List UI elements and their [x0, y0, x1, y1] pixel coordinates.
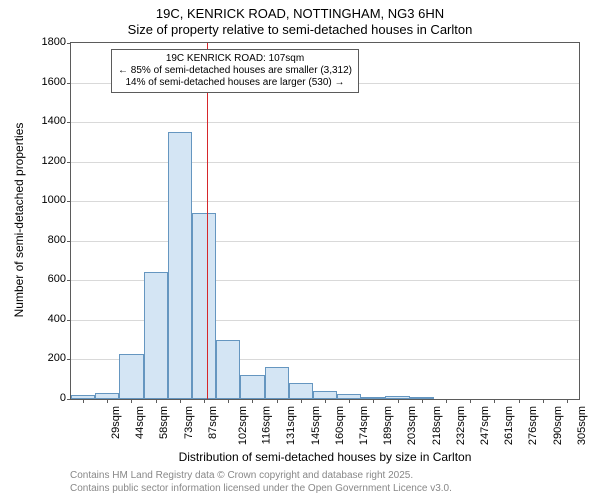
- y-tick-mark: [67, 162, 71, 163]
- x-tick-label: 44sqm: [134, 406, 146, 439]
- y-tick-mark: [67, 83, 71, 84]
- x-tick-mark: [204, 399, 205, 403]
- y-tick-mark: [67, 320, 71, 321]
- x-tick-mark: [325, 399, 326, 403]
- plot-area: 19C KENRICK ROAD: 107sqm ← 85% of semi-d…: [70, 42, 580, 400]
- x-tick-mark: [519, 399, 520, 403]
- chart-title-line2: Size of property relative to semi-detach…: [0, 22, 600, 37]
- y-tick-mark: [67, 241, 71, 242]
- histogram-bar: [216, 340, 240, 399]
- footer-line2: Contains public sector information licen…: [70, 483, 452, 494]
- x-tick-label: 58sqm: [159, 406, 171, 439]
- reference-line: [207, 43, 208, 399]
- x-tick-mark: [252, 399, 253, 403]
- x-tick-mark: [470, 399, 471, 403]
- histogram-bar: [119, 354, 143, 399]
- y-tick-label: 800: [16, 234, 66, 246]
- y-tick-mark: [67, 43, 71, 44]
- y-tick-mark: [67, 280, 71, 281]
- x-tick-label: 203sqm: [407, 406, 419, 445]
- x-tick-mark: [543, 399, 544, 403]
- x-tick-label: 276sqm: [527, 406, 539, 445]
- annotation-line2: ← 85% of semi-detached houses are smalle…: [118, 65, 352, 77]
- chart-title-line1: 19C, KENRICK ROAD, NOTTINGHAM, NG3 6HN: [0, 6, 600, 21]
- annotation-box: 19C KENRICK ROAD: 107sqm ← 85% of semi-d…: [111, 49, 359, 93]
- x-tick-mark: [277, 399, 278, 403]
- x-tick-mark: [422, 399, 423, 403]
- x-tick-label: 102sqm: [237, 406, 249, 445]
- x-tick-mark: [107, 399, 108, 403]
- histogram-bar: [144, 272, 168, 399]
- y-tick-mark: [67, 359, 71, 360]
- gridline: [71, 241, 579, 242]
- gridline: [71, 201, 579, 202]
- chart-container: 19C, KENRICK ROAD, NOTTINGHAM, NG3 6HN S…: [0, 0, 600, 500]
- x-axis-title: Distribution of semi-detached houses by …: [70, 450, 580, 464]
- x-tick-label: 73sqm: [183, 406, 195, 439]
- x-tick-label: 131sqm: [286, 406, 298, 445]
- y-tick-label: 1400: [16, 115, 66, 127]
- x-tick-label: 116sqm: [261, 406, 273, 444]
- histogram-bar: [265, 367, 289, 399]
- y-tick-label: 0: [16, 392, 66, 404]
- histogram-bar: [313, 391, 337, 399]
- y-tick-mark: [67, 122, 71, 123]
- x-tick-mark: [349, 399, 350, 403]
- y-tick-label: 1200: [16, 155, 66, 167]
- x-tick-label: 290sqm: [552, 406, 564, 445]
- y-tick-label: 200: [16, 352, 66, 364]
- x-tick-label: 247sqm: [479, 406, 491, 445]
- x-tick-mark: [494, 399, 495, 403]
- x-tick-label: 189sqm: [382, 406, 394, 445]
- x-tick-mark: [446, 399, 447, 403]
- x-tick-mark: [567, 399, 568, 403]
- gridline: [71, 162, 579, 163]
- x-tick-label: 29sqm: [110, 406, 122, 439]
- x-tick-mark: [301, 399, 302, 403]
- y-tick-label: 400: [16, 313, 66, 325]
- x-tick-label: 261sqm: [503, 406, 515, 445]
- x-tick-label: 87sqm: [207, 406, 219, 439]
- x-tick-mark: [398, 399, 399, 403]
- x-tick-mark: [83, 399, 84, 403]
- annotation-line3: 14% of semi-detached houses are larger (…: [118, 77, 352, 89]
- x-tick-label: 218sqm: [431, 406, 443, 445]
- x-tick-label: 174sqm: [358, 406, 370, 445]
- x-tick-mark: [373, 399, 374, 403]
- x-tick-label: 160sqm: [334, 406, 346, 445]
- x-tick-label: 145sqm: [310, 406, 322, 445]
- histogram-bar: [289, 383, 313, 399]
- y-tick-label: 600: [16, 273, 66, 285]
- histogram-bar: [240, 375, 264, 399]
- y-tick-label: 1600: [16, 76, 66, 88]
- x-tick-mark: [228, 399, 229, 403]
- x-tick-mark: [156, 399, 157, 403]
- y-tick-label: 1800: [16, 36, 66, 48]
- y-tick-label: 1000: [16, 194, 66, 206]
- histogram-bar: [168, 132, 192, 399]
- x-tick-label: 305sqm: [576, 406, 588, 445]
- y-tick-mark: [67, 201, 71, 202]
- annotation-line1: 19C KENRICK ROAD: 107sqm: [118, 53, 352, 65]
- x-tick-label: 232sqm: [455, 406, 467, 445]
- y-tick-mark: [67, 399, 71, 400]
- x-tick-mark: [131, 399, 132, 403]
- gridline: [71, 122, 579, 123]
- x-tick-mark: [180, 399, 181, 403]
- footer-line1: Contains HM Land Registry data © Crown c…: [70, 470, 413, 481]
- histogram-bar: [192, 213, 216, 399]
- y-axis-title: Number of semi-detached properties: [12, 123, 26, 318]
